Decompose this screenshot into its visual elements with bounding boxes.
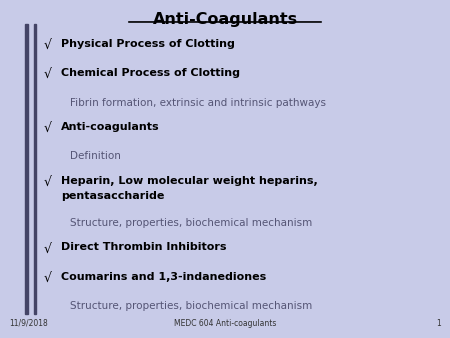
Text: MEDC 604 Anti-coagulants: MEDC 604 Anti-coagulants (174, 319, 276, 328)
Text: Anti-coagulants: Anti-coagulants (61, 122, 159, 132)
Text: Chemical Process of Clotting: Chemical Process of Clotting (61, 68, 240, 78)
Text: √: √ (43, 39, 51, 52)
Text: Direct Thrombin Inhibitors: Direct Thrombin Inhibitors (61, 242, 226, 252)
Bar (25, 24, 28, 314)
Text: √: √ (43, 242, 51, 255)
Text: pentasaccharide: pentasaccharide (61, 191, 164, 201)
Text: 1: 1 (436, 319, 441, 328)
Text: Physical Process of Clotting: Physical Process of Clotting (61, 39, 234, 49)
Text: √: √ (43, 122, 51, 135)
Bar (34, 24, 36, 314)
Text: Coumarins and 1,3-indanediones: Coumarins and 1,3-indanediones (61, 272, 266, 282)
Text: √: √ (43, 68, 51, 81)
Text: Heparin, Low molecular weight heparins,: Heparin, Low molecular weight heparins, (61, 176, 318, 186)
Text: Structure, properties, biochemical mechanism: Structure, properties, biochemical mecha… (70, 218, 312, 228)
Text: √: √ (43, 176, 51, 189)
Text: √: √ (43, 272, 51, 285)
Text: 11/9/2018: 11/9/2018 (9, 319, 48, 328)
Text: Fibrin formation, extrinsic and intrinsic pathways: Fibrin formation, extrinsic and intrinsi… (70, 98, 326, 108)
Text: Structure, properties, biochemical mechanism: Structure, properties, biochemical mecha… (70, 301, 312, 311)
Text: Anti-Coagulants: Anti-Coagulants (153, 12, 297, 27)
Text: Definition: Definition (70, 151, 121, 162)
